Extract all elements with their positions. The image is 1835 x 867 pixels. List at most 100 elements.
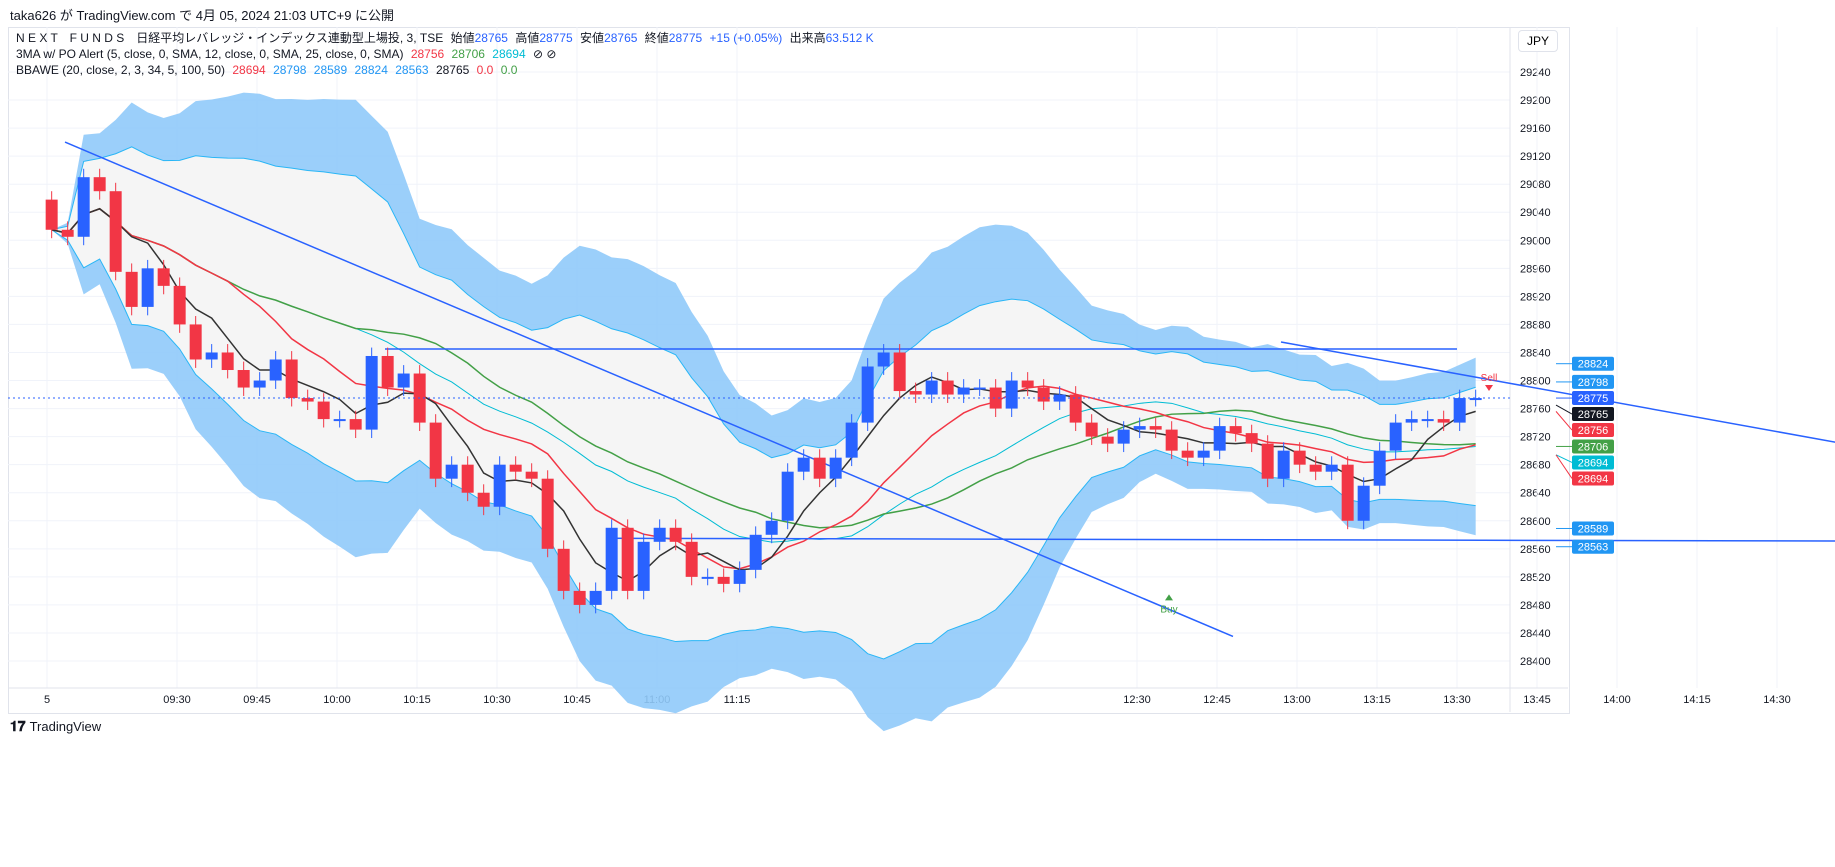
candle-body bbox=[589, 590, 602, 605]
candle-body bbox=[557, 548, 570, 591]
candle bbox=[861, 358, 874, 432]
candle-body bbox=[877, 352, 890, 367]
upper-band-fill bbox=[51, 92, 1476, 458]
price-label-connector bbox=[1555, 411, 1573, 431]
candle bbox=[1117, 421, 1130, 453]
candle bbox=[1453, 389, 1466, 432]
candle-body bbox=[1101, 436, 1114, 444]
candle-body bbox=[1117, 429, 1130, 444]
price-label-bg bbox=[1572, 539, 1614, 554]
candle bbox=[1197, 442, 1210, 467]
candle-body bbox=[1165, 429, 1178, 451]
candle bbox=[1101, 428, 1114, 453]
x-tick-label: 13:30 bbox=[1443, 694, 1471, 706]
currency-button[interactable]: JPY bbox=[1518, 30, 1558, 52]
y-tick-label: 29240 bbox=[1520, 67, 1551, 79]
y-tick-label: 28400 bbox=[1520, 656, 1551, 668]
candle bbox=[829, 449, 842, 488]
candle-body bbox=[733, 569, 746, 584]
candle bbox=[541, 470, 554, 558]
candle-body bbox=[717, 576, 730, 584]
candle bbox=[189, 316, 202, 368]
x-tick-label: 13:15 bbox=[1363, 694, 1391, 706]
price-label-connector bbox=[1555, 454, 1573, 463]
price-label-text: 28756 bbox=[1578, 425, 1609, 437]
candle bbox=[477, 484, 490, 516]
x-tick-label: 12:30 bbox=[1123, 694, 1151, 706]
y-tick-label: 28640 bbox=[1520, 488, 1551, 500]
candle-body bbox=[909, 391, 922, 395]
candle-body bbox=[205, 352, 218, 360]
candle-body bbox=[845, 422, 858, 458]
candle-body bbox=[1069, 394, 1082, 423]
candle bbox=[781, 463, 794, 530]
x-tick-label: 11:15 bbox=[724, 694, 751, 706]
bb-legend[interactable]: BBAWE (20, close, 2, 3, 34, 5, 100, 50) … bbox=[16, 63, 518, 77]
candle bbox=[1181, 442, 1194, 467]
upper-band-line bbox=[51, 146, 1476, 459]
candle bbox=[893, 344, 906, 400]
candle bbox=[1037, 379, 1050, 410]
candle-body bbox=[973, 387, 986, 390]
x-tick-label: 09:30 bbox=[163, 694, 191, 706]
y-tick-label: 29000 bbox=[1520, 235, 1551, 247]
candle bbox=[733, 561, 746, 593]
candle bbox=[445, 456, 458, 488]
candle bbox=[1245, 424, 1258, 453]
candle-body bbox=[925, 380, 938, 395]
candle bbox=[61, 221, 74, 246]
candle-body bbox=[285, 359, 298, 399]
price-label-bg bbox=[1572, 374, 1614, 389]
candle bbox=[269, 351, 282, 389]
candle-body bbox=[317, 401, 330, 420]
low-value: 28765 bbox=[604, 31, 638, 45]
candle bbox=[749, 526, 762, 579]
candle bbox=[125, 263, 138, 316]
candle-body bbox=[1469, 398, 1482, 401]
candle bbox=[1325, 456, 1338, 481]
candle-body bbox=[1341, 464, 1354, 521]
price-label-connector bbox=[1555, 404, 1573, 415]
signal-label: Sell bbox=[1481, 373, 1498, 384]
ma-legend[interactable]: 3MA w/ PO Alert (5, close, 0, SMA, 12, c… bbox=[16, 47, 557, 61]
sma-25-line bbox=[51, 207, 1476, 529]
candle bbox=[253, 372, 266, 396]
trendline bbox=[608, 537, 1835, 542]
x-tick-label: 12:45 bbox=[1203, 694, 1231, 706]
y-tick-label: 28880 bbox=[1520, 319, 1551, 331]
x-tick-label: 14:15 bbox=[1683, 694, 1711, 706]
bollinger-band-fill bbox=[51, 146, 1476, 660]
y-tick-label: 29120 bbox=[1520, 151, 1551, 163]
candle-body bbox=[1421, 419, 1434, 422]
lower-band-line bbox=[51, 229, 1476, 660]
candle bbox=[285, 351, 298, 407]
candle bbox=[157, 259, 170, 295]
price-label-text: 28589 bbox=[1578, 523, 1609, 535]
candle bbox=[941, 372, 954, 403]
candle-body bbox=[1197, 450, 1210, 458]
candle bbox=[317, 393, 330, 428]
x-tick-label: 13:45 bbox=[1523, 694, 1551, 706]
x-tick-label: 10:00 bbox=[323, 694, 351, 706]
symbol-legend: N E X T F U N D S 日経平均レバレッジ・インデックス連動型上場投… bbox=[16, 31, 874, 45]
price-label-connector bbox=[1555, 454, 1573, 479]
tradingview-logo-icon: 𝟏𝟕 bbox=[10, 718, 26, 734]
candle-body bbox=[1213, 426, 1226, 451]
trendline bbox=[64, 141, 1234, 638]
candle bbox=[1469, 389, 1482, 407]
candle bbox=[1357, 477, 1370, 530]
candle-body bbox=[477, 492, 490, 507]
price-label-text: 28798 bbox=[1578, 377, 1609, 389]
price-label: 28756 bbox=[1555, 411, 1614, 438]
chart-pane[interactable] bbox=[8, 27, 1570, 714]
candle bbox=[909, 382, 922, 403]
candle-body bbox=[541, 478, 554, 549]
candle-body bbox=[1389, 422, 1402, 451]
candle bbox=[573, 582, 586, 614]
x-tick-label: 10:45 bbox=[563, 694, 591, 706]
x-tick-label: 14:00 bbox=[1603, 694, 1631, 706]
visibility-icons[interactable]: ⊘ ⊘ bbox=[532, 47, 557, 61]
candle-body bbox=[1021, 380, 1034, 388]
candle-body bbox=[381, 355, 394, 388]
